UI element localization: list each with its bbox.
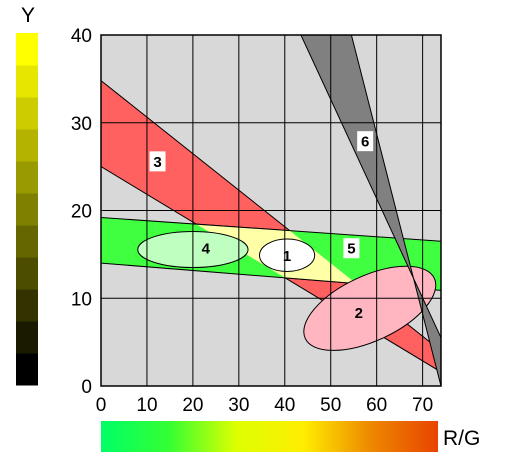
x-axis-title: R/G (443, 427, 480, 450)
y-colorbar-step (16, 225, 38, 258)
region-labels: 1 2 3 4 5 6 (149, 131, 374, 322)
x-tick-label: 20 (182, 395, 203, 416)
y-colorbar-step (16, 321, 38, 354)
region-6-label-box (357, 131, 374, 152)
y-colorbar-step (16, 65, 38, 98)
y-colorbar-step (16, 353, 38, 386)
region-6-label: 6 (361, 134, 369, 151)
x-tick-labels: 0 10 20 30 40 50 60 70 (96, 395, 433, 416)
x-tick-label: 50 (320, 395, 341, 416)
x-tick-label: 30 (228, 395, 249, 416)
region-6-band (300, 35, 441, 386)
region-5-label-box (343, 238, 360, 259)
y-colorbar-step (16, 193, 38, 226)
regions-layer (101, 35, 441, 386)
y-colorbar-step (16, 129, 38, 162)
region-5-label: 5 (347, 241, 355, 258)
region-1-label: 1 (283, 248, 291, 265)
region-2-ellipse (303, 265, 437, 351)
region-3-label-box (149, 151, 166, 172)
plot-frame (100, 34, 442, 387)
y-colorbar-step (16, 257, 38, 290)
y-colorbar-step (16, 289, 38, 322)
x-colorbar (101, 421, 438, 452)
y-axis-title: Y (21, 4, 35, 27)
y-colorbar-step (16, 97, 38, 130)
x-tick-label: 10 (136, 395, 157, 416)
x-tick-label: 0 (96, 395, 107, 416)
y-colorbar (16, 33, 38, 386)
region-4-label: 4 (202, 240, 211, 257)
y-tick-label: 20 (71, 202, 92, 223)
y-tick-label: 10 (71, 289, 92, 310)
y-colorbar-step (16, 161, 38, 194)
y-colorbar-step (16, 33, 38, 66)
y-tick-label: 40 (71, 26, 92, 47)
y-tick-label: 0 (81, 377, 92, 398)
x-tick-label: 70 (412, 395, 433, 416)
region-1-ellipse (259, 238, 316, 272)
y-tick-labels: 0 10 20 30 40 (71, 26, 92, 398)
x-tick-label: 40 (274, 395, 295, 416)
grid-layer (101, 35, 441, 386)
region-3-label: 3 (153, 154, 161, 171)
region-2-label: 2 (355, 305, 363, 322)
x-tick-label: 60 (366, 395, 387, 416)
y-tick-label: 30 (71, 114, 92, 135)
